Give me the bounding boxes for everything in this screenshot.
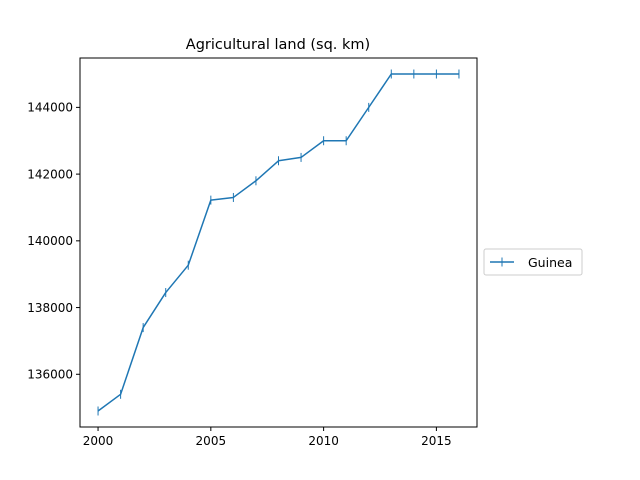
- series-layer: [97, 69, 460, 416]
- y-tick-label: 142000: [27, 167, 73, 181]
- axis-ticks: 2000 2005 2010 2015 136000 138000 140000 142000…: [27, 101, 451, 448]
- x-tick-label: 2015: [421, 434, 452, 448]
- legend-box: [483, 248, 583, 276]
- x-tick-label: 2005: [196, 434, 227, 448]
- legend: Guinea: [483, 248, 583, 276]
- y-tick-label: 138000: [27, 301, 73, 315]
- x-tick-label: 2010: [308, 434, 339, 448]
- y-tick-label: 140000: [27, 234, 73, 248]
- y-tick-label: 144000: [27, 101, 73, 115]
- x-tick-label: 2000: [83, 434, 114, 448]
- y-tick-label: 136000: [27, 368, 73, 382]
- plot-area-frame: [79, 57, 478, 428]
- chart-title: Agricultural land (sq. km): [186, 37, 370, 53]
- legend-label-guinea: Guinea: [528, 255, 572, 270]
